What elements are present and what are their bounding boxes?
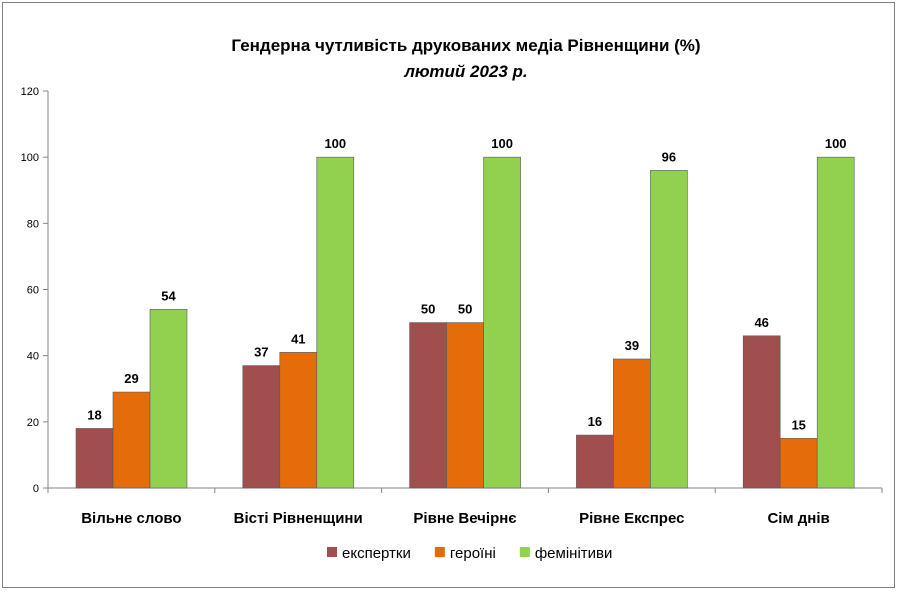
- data-label: 15: [791, 417, 805, 432]
- bar: [816, 156, 855, 489]
- data-label: 46: [754, 315, 768, 330]
- chart-subtitle: лютий 2023 р.: [404, 62, 528, 81]
- data-label: 41: [291, 331, 305, 346]
- data-label: 39: [625, 338, 639, 353]
- y-tick-label: 100: [21, 152, 39, 164]
- data-label: 100: [825, 136, 847, 151]
- data-label: 29: [124, 371, 138, 386]
- legend-swatch: [434, 547, 445, 557]
- bar: [779, 438, 818, 489]
- data-label: 16: [588, 414, 602, 429]
- category-label: Рівне Експрес: [579, 510, 684, 527]
- data-label: 96: [662, 149, 676, 164]
- bar: [613, 358, 651, 489]
- bar: [483, 156, 521, 489]
- category-label: Рівне Вечірнє: [413, 510, 516, 527]
- data-label: 50: [421, 302, 435, 317]
- y-tick-label: 80: [27, 218, 39, 230]
- bar: [149, 309, 188, 489]
- y-tick-label: 20: [27, 417, 39, 429]
- bar: [279, 352, 318, 489]
- y-tick-label: 0: [33, 483, 39, 495]
- data-label: 18: [87, 407, 101, 422]
- bar: [576, 434, 614, 489]
- bar: [650, 170, 688, 489]
- bar: [242, 365, 281, 489]
- y-tick-label: 120: [21, 86, 39, 98]
- data-label: 50: [458, 302, 472, 317]
- legend-label: фемінітиви: [535, 545, 613, 562]
- category-label: Сім днів: [767, 510, 829, 527]
- y-tick-label: 40: [27, 351, 39, 363]
- bar: [75, 428, 114, 489]
- data-label: 100: [491, 136, 513, 151]
- bar: [316, 156, 355, 489]
- bar: [409, 322, 447, 489]
- legend-label: експертки: [342, 545, 411, 562]
- legend-label: героїні: [450, 545, 496, 562]
- legend-swatch: [519, 547, 530, 557]
- data-label: 100: [324, 136, 346, 151]
- data-label: 54: [161, 288, 176, 303]
- data-label: 37: [254, 345, 268, 360]
- bar: [742, 335, 781, 489]
- chart-title: Гендерна чутливість друкованих медіа Рів…: [231, 36, 701, 55]
- category-label: Вільне слово: [81, 510, 181, 527]
- bar: [446, 322, 484, 489]
- bar: [112, 391, 151, 489]
- y-tick-label: 60: [27, 285, 39, 297]
- legend-swatch: [327, 547, 337, 557]
- category-label: Вісті Рівненщини: [234, 510, 363, 527]
